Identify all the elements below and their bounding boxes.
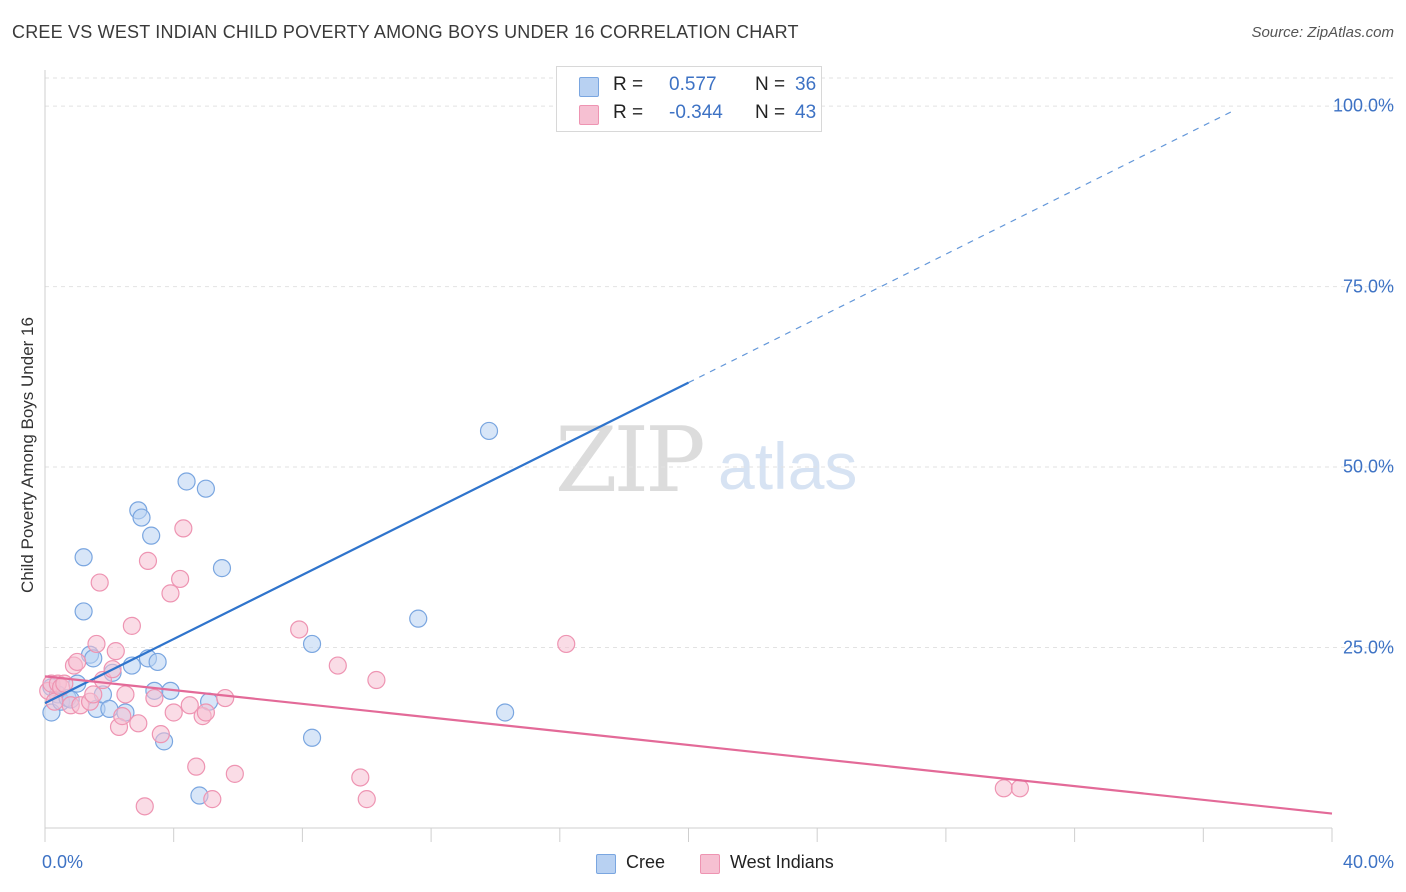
legend-r-label: R = — [613, 74, 644, 95]
data-point-west-indians — [87, 634, 106, 654]
y-tick-label: 100.0% — [1332, 95, 1394, 116]
legend-n-label: N = — [755, 74, 786, 95]
x-tick-max: 40.0% — [1342, 852, 1394, 872]
data-point-cree — [302, 728, 322, 747]
x-tick-min: 0.0% — [42, 852, 84, 872]
watermark-zip: ZIP — [555, 408, 706, 513]
data-point-west-indians — [68, 652, 87, 672]
legend-r-label: R = — [613, 102, 644, 123]
data-point-west-indians — [171, 569, 190, 589]
data-point-cree — [74, 548, 93, 567]
legend-n-label: N = — [755, 102, 786, 123]
y-tick-label: 50.0% — [1342, 456, 1394, 477]
data-point-cree — [196, 479, 215, 498]
data-point-west-indians — [90, 573, 109, 592]
bottom-legend-label-west: West Indians — [730, 852, 834, 872]
data-point-cree — [479, 421, 499, 441]
data-point-cree — [142, 526, 161, 545]
data-point-west-indians — [180, 696, 199, 715]
data-point-west-indians — [557, 634, 576, 654]
chart-title: CREE VS WEST INDIAN CHILD POVERTY AMONG … — [12, 22, 799, 42]
data-point-west-indians — [113, 707, 132, 726]
chart-source: Source: ZipAtlas.com — [1251, 24, 1394, 41]
data-point-cree — [177, 472, 196, 491]
data-point-west-indians — [151, 725, 170, 744]
data-point-west-indians — [135, 797, 154, 816]
data-point-west-indians — [122, 616, 141, 635]
data-point-west-indians — [161, 584, 180, 603]
data-point-west-indians — [174, 519, 193, 538]
trend-line-cree — [44, 381, 689, 705]
data-point-west-indians — [994, 779, 1013, 798]
data-point-cree — [212, 559, 232, 578]
watermark-atlas: atlas — [718, 429, 858, 503]
legend-n-value-cree: 36 — [795, 74, 817, 95]
trend-line-extension-cree — [688, 109, 1236, 384]
bottom-legend-swatch-west — [700, 854, 720, 874]
bottom-legend-label-cree: Cree — [626, 852, 666, 872]
legend-n-value-west: 43 — [795, 102, 817, 123]
legend-swatch-cree — [579, 77, 599, 97]
legend: R = 0.577 N = 36 R = -0.344 N = 43 — [556, 66, 822, 132]
data-point-west-indians — [357, 790, 376, 809]
data-point-west-indians — [84, 685, 103, 704]
data-point-cree — [74, 602, 93, 621]
data-point-west-indians — [138, 551, 158, 570]
data-point-west-indians — [145, 688, 164, 708]
legend-r-value-west: -0.344 — [669, 102, 723, 123]
legend-r-value-cree: 0.577 — [669, 74, 717, 95]
data-point-west-indians — [290, 620, 309, 639]
trend-line-west-indians — [44, 675, 1333, 815]
data-point-west-indians — [106, 642, 125, 661]
data-point-cree — [496, 703, 515, 722]
data-point-cree — [132, 508, 151, 527]
data-point-west-indians — [129, 714, 148, 733]
data-point-cree — [148, 652, 167, 672]
data-point-west-indians — [203, 790, 222, 809]
data-point-west-indians — [116, 685, 135, 704]
y-tick-label: 25.0% — [1342, 637, 1394, 658]
bottom-legend-cree: Cree — [596, 852, 666, 874]
data-point-west-indians — [216, 688, 235, 708]
y-tick-label: 75.0% — [1342, 276, 1394, 297]
data-point-west-indians — [187, 757, 206, 776]
data-point-west-indians — [367, 670, 386, 690]
data-point-west-indians — [351, 768, 370, 787]
data-point-cree — [409, 609, 428, 628]
data-point-west-indians — [328, 656, 347, 675]
data-point-west-indians — [164, 703, 183, 722]
bottom-legend-swatch-cree — [596, 854, 616, 874]
data-point-west-indians — [225, 764, 244, 783]
data-point-cree — [302, 634, 322, 654]
bottom-legend-west: West Indians — [700, 852, 834, 874]
data-point-west-indians — [196, 703, 215, 722]
legend-swatch-west — [579, 105, 599, 125]
data-point-west-indians — [1010, 779, 1030, 798]
